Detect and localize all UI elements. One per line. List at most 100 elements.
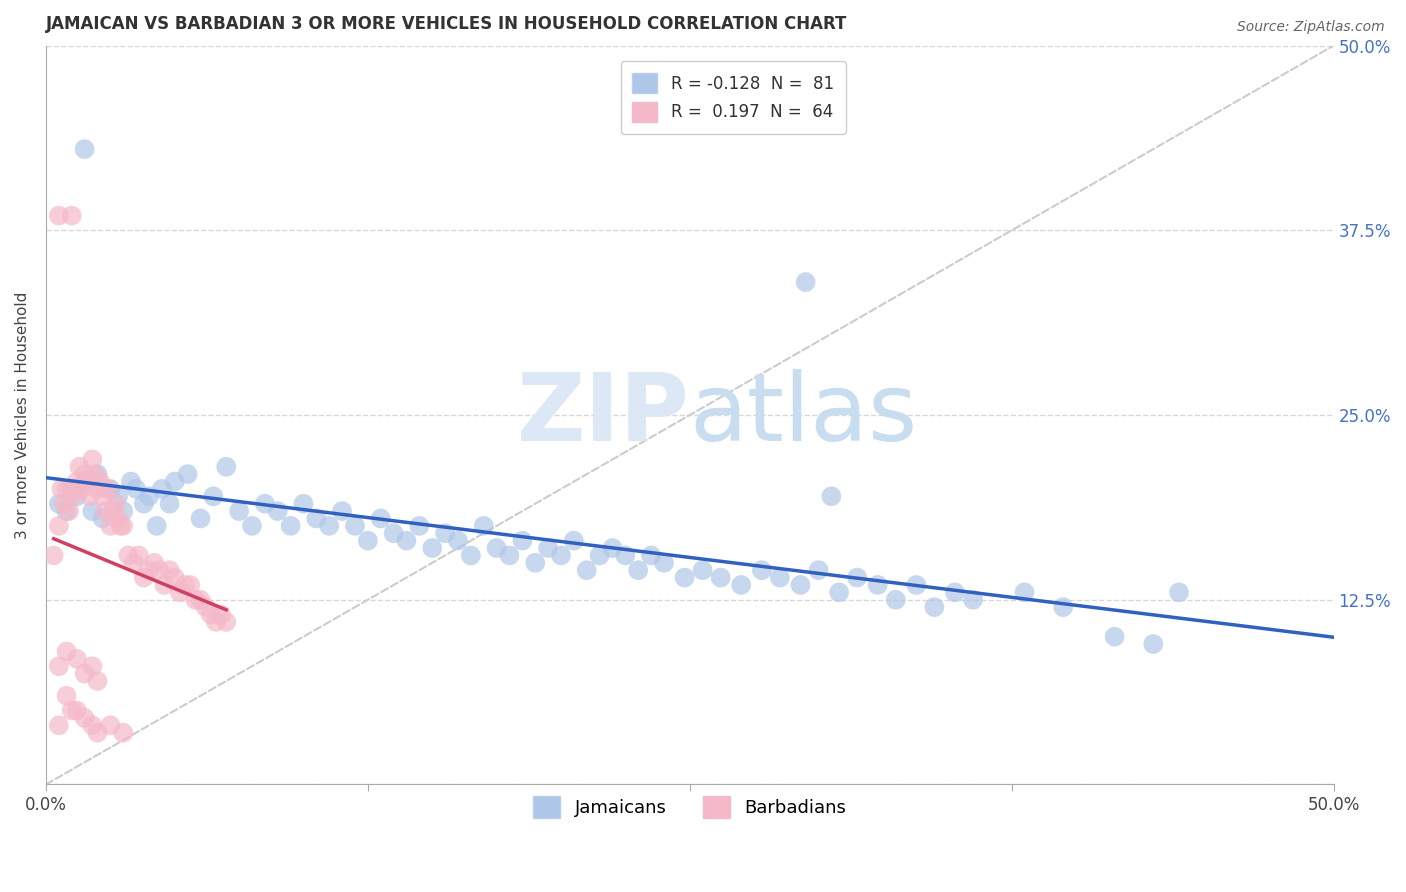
Point (79, 489, 101, 503)
Point (866, 578, 889, 592)
Point (280, 519, 302, 533)
Point (962, 592, 984, 607)
Point (382, 526, 405, 541)
Point (357, 533, 380, 548)
Point (104, 497, 127, 511)
Point (395, 533, 418, 548)
Point (485, 541, 508, 555)
Point (143, 556, 166, 570)
Point (253, 497, 276, 511)
Point (460, 549, 482, 563)
Point (86, 482, 108, 496)
Point (408, 519, 430, 533)
Point (575, 563, 598, 577)
Point (55, 644, 77, 658)
Point (73, 142, 96, 156)
Point (807, 563, 830, 577)
Point (828, 585, 851, 599)
Point (1052, 600, 1074, 615)
Point (73, 467, 96, 482)
Point (153, 578, 176, 592)
Point (215, 615, 238, 629)
Point (107, 511, 129, 525)
Point (63, 482, 86, 496)
Point (194, 600, 217, 615)
Point (174, 578, 197, 592)
Point (91, 489, 114, 503)
Point (60, 704, 83, 718)
Point (537, 541, 560, 555)
Point (1014, 585, 1036, 599)
Point (138, 489, 160, 503)
Point (73, 711, 96, 725)
Point (138, 563, 160, 577)
Point (710, 571, 733, 585)
Point (107, 489, 129, 503)
Point (228, 504, 250, 518)
Point (117, 549, 139, 563)
Point (55, 689, 77, 703)
Point (751, 563, 773, 577)
Point (163, 571, 186, 585)
Point (627, 563, 650, 577)
Point (86, 673, 108, 688)
Point (89, 475, 111, 489)
Point (48, 497, 70, 511)
Point (184, 592, 207, 607)
Point (132, 571, 155, 585)
Point (66, 489, 89, 503)
Point (943, 585, 966, 599)
Point (550, 549, 572, 563)
Point (588, 549, 610, 563)
Point (447, 533, 470, 548)
Point (48, 209, 70, 223)
Point (794, 275, 817, 289)
Point (884, 592, 907, 607)
Point (169, 585, 191, 599)
Point (73, 475, 96, 489)
Point (640, 549, 662, 563)
Point (789, 578, 811, 592)
Point (86, 467, 108, 482)
Point (42, 549, 65, 563)
Point (602, 541, 624, 555)
Point (110, 519, 132, 533)
Point (318, 519, 340, 533)
Point (205, 615, 228, 629)
Point (614, 549, 637, 563)
Point (70, 482, 93, 496)
Point (176, 467, 198, 482)
Point (159, 563, 181, 577)
Point (60, 209, 83, 223)
Point (86, 725, 108, 739)
Point (343, 519, 366, 533)
Point (524, 556, 547, 570)
Point (179, 578, 201, 592)
Point (69, 459, 91, 474)
Point (330, 504, 353, 518)
Point (112, 725, 135, 739)
Point (120, 475, 142, 489)
Point (215, 459, 238, 474)
Point (190, 511, 212, 525)
Point (55, 504, 77, 518)
Point (1104, 630, 1126, 644)
Point (370, 511, 392, 525)
Point (91, 511, 114, 525)
Point (76, 475, 98, 489)
Point (159, 497, 181, 511)
Point (562, 533, 585, 548)
Point (60, 489, 83, 503)
Point (98, 718, 121, 732)
Point (112, 519, 135, 533)
Point (58, 504, 80, 518)
Point (905, 578, 928, 592)
Point (51, 482, 73, 496)
Point (53, 497, 76, 511)
Point (82, 659, 104, 673)
Point (472, 519, 495, 533)
Point (60, 482, 83, 496)
Point (1168, 585, 1191, 599)
Point (98, 482, 121, 496)
Point (125, 482, 148, 496)
